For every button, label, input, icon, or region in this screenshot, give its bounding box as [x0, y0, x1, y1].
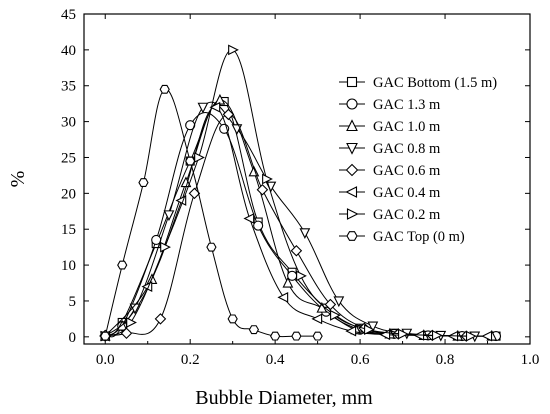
legend-marker: [346, 119, 358, 132]
legend: GAC Bottom (1.5 m) GAC 1.3 m GAC 1.0 m GAC …: [339, 75, 497, 245]
legend-marker: [346, 208, 359, 220]
legend-label: GAC 1.3 m: [373, 97, 441, 113]
data-point: [311, 313, 323, 325]
data-point: [465, 330, 477, 342]
x-tick-label: 0.8: [436, 352, 455, 368]
legend-item: GAC 0.2 m: [339, 207, 441, 223]
y-tick-label: 25: [61, 150, 76, 166]
y-tick-label: 15: [61, 222, 76, 238]
plot-frame: [83, 13, 531, 345]
data-point: [296, 270, 307, 282]
x-tick-labels: 0.0 0.2 0.4 0.6 0.8 1.0: [96, 352, 540, 368]
x-tick-label: 0.0: [96, 352, 115, 368]
data-point: [256, 183, 269, 196]
data-point: [364, 324, 375, 336]
y-tick-labels: 0 5 10 15 20 25 30 35 40 45: [61, 7, 76, 346]
y-axis-title: %: [7, 171, 29, 188]
legend-marker: [346, 98, 358, 110]
x-tick-label: 0.2: [181, 352, 200, 368]
y-tick-label: 0: [69, 330, 77, 346]
x-tick-label: 0.6: [351, 352, 370, 368]
data-point: [291, 331, 302, 341]
series-8: [100, 84, 323, 341]
data-point: [227, 314, 238, 324]
data-point: [209, 101, 221, 113]
data-point: [277, 291, 289, 303]
data-point: [154, 313, 167, 325]
data-point: [163, 210, 175, 222]
data-point: [117, 260, 128, 270]
axis-ticks: [84, 13, 531, 344]
legend-marker: [346, 231, 358, 241]
y-tick-label: 30: [61, 115, 76, 131]
series-layer: [99, 44, 502, 343]
legend-label: GAC 0.8 m: [373, 141, 441, 157]
x-tick-label: 0.4: [266, 352, 285, 368]
data-point: [345, 325, 357, 337]
x-tick-label: 1.0: [521, 352, 540, 368]
legend-label: GAC Top (0 m): [373, 229, 465, 245]
y-tick-label: 10: [61, 258, 76, 274]
data-point: [197, 102, 209, 114]
data-point: [126, 317, 137, 328]
legend-item: GAC 0.6 m: [339, 163, 441, 179]
series-7: [100, 44, 477, 342]
data-point: [324, 298, 337, 311]
legend-item: GAC Top (0 m): [339, 229, 465, 245]
data-point: [222, 108, 235, 121]
data-point: [253, 220, 264, 231]
legend-item: GAC Bottom (1.5 m): [339, 75, 497, 91]
y-tick-label: 5: [69, 294, 77, 310]
data-point: [243, 213, 255, 224]
y-tick-label: 20: [61, 186, 76, 202]
data-point: [270, 331, 281, 341]
data-point: [262, 173, 273, 185]
legend-item: GAC 0.4 m: [339, 185, 441, 201]
plot-area: [83, 13, 531, 345]
legend-item: GAC 1.3 m: [339, 97, 441, 113]
data-point: [159, 84, 170, 94]
data-point: [185, 156, 196, 166]
data-point: [194, 152, 205, 163]
data-point: [481, 330, 493, 342]
data-point: [367, 321, 379, 333]
data-point: [248, 325, 260, 335]
legend-marker: [346, 76, 358, 88]
data-point: [100, 331, 111, 341]
legend-item: GAC 1.0 m: [339, 119, 441, 135]
legend-marker: [346, 142, 358, 155]
y-tick-label: 40: [61, 43, 76, 59]
data-point: [398, 328, 409, 340]
data-point: [312, 331, 323, 341]
legend-label: GAC 0.4 m: [373, 185, 441, 201]
data-point: [206, 242, 217, 252]
legend-marker: [345, 163, 359, 177]
data-point: [138, 178, 149, 188]
legend-label: GAC 0.6 m: [373, 163, 441, 179]
y-tick-label: 35: [61, 79, 76, 95]
data-point: [333, 296, 345, 308]
x-axis-title: Bubble Diameter, mm: [195, 387, 373, 409]
legend-marker: [345, 186, 358, 198]
legend-label: GAC 1.0 m: [373, 119, 441, 135]
legend-label: GAC 0.2 m: [373, 207, 441, 223]
data-point: [299, 228, 311, 240]
data-point: [228, 44, 239, 56]
legend-label: GAC Bottom (1.5 m): [373, 75, 497, 91]
data-point: [282, 276, 294, 288]
y-tick-label: 45: [61, 7, 76, 23]
data-point: [290, 244, 303, 257]
data-point: [160, 241, 171, 253]
legend-item: GAC 0.8 m: [339, 141, 441, 157]
data-point: [432, 330, 443, 341]
data-point: [330, 309, 341, 321]
